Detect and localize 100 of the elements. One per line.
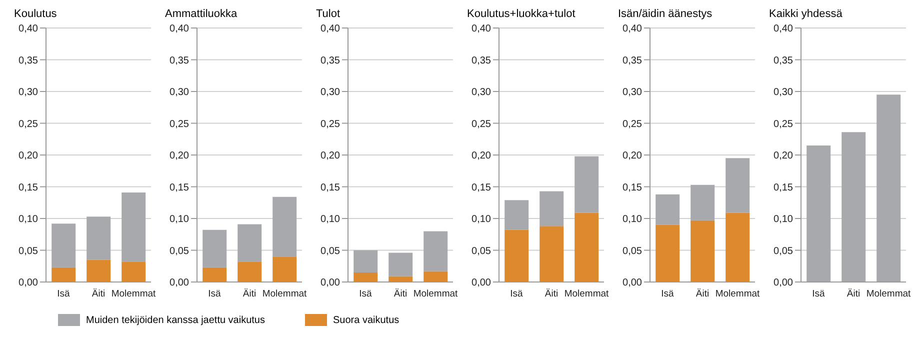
- x-tick-label: Molemmat: [715, 288, 760, 300]
- y-tick-label: 0,15: [170, 182, 190, 194]
- y-tick-label: 0,35: [774, 55, 794, 66]
- y-tick-label: 0,10: [320, 214, 340, 226]
- bar: [726, 212, 750, 282]
- bar: [574, 212, 599, 282]
- x-tick-label: Isä: [661, 288, 675, 300]
- x-tick-label: Äiti: [544, 288, 558, 300]
- chart-title: Ammattiluokka: [165, 8, 238, 22]
- x-tick-label: Isä: [57, 288, 71, 300]
- y-tick-label: 0,00: [622, 278, 642, 289]
- bar: [424, 231, 448, 272]
- y-tick-label: 0,00: [18, 278, 38, 289]
- y-tick-label: 0,10: [774, 214, 794, 226]
- x-tick-label: Äiti: [394, 288, 408, 300]
- y-tick-label: 0,30: [774, 87, 794, 98]
- y-tick-label: 0,25: [472, 118, 492, 130]
- y-tick-label: 0,25: [170, 118, 190, 130]
- y-tick-label: 0,15: [774, 182, 794, 194]
- y-tick-label: 0,35: [170, 55, 190, 66]
- bar: [656, 194, 680, 225]
- y-tick-label: 0,40: [18, 24, 38, 35]
- y-tick-label: 0,05: [18, 246, 38, 257]
- chart-title: Koulutus: [14, 8, 58, 22]
- x-tick-label: Molemmat: [111, 288, 156, 300]
- bar: [876, 94, 901, 282]
- bar: [504, 230, 529, 282]
- y-tick-label: 0,10: [18, 214, 38, 226]
- y-tick-label: 0,30: [622, 87, 642, 98]
- y-tick-label: 0,05: [320, 246, 340, 257]
- bar: [574, 156, 599, 213]
- y-tick-label: 0,40: [622, 24, 642, 35]
- y-tick-label: 0,20: [472, 150, 492, 162]
- y-tick-label: 0,30: [320, 87, 340, 98]
- y-tick-label: 0,40: [320, 24, 340, 35]
- y-tick-label: 0,40: [170, 24, 190, 35]
- x-tick-label: Molemmat: [866, 288, 912, 300]
- x-tick-label: Molemmat: [262, 288, 308, 300]
- bar: [238, 262, 262, 282]
- x-tick-label: Isä: [812, 288, 826, 300]
- y-tick-label: 0,25: [320, 118, 340, 130]
- x-tick-label: Isä: [359, 288, 373, 300]
- y-tick-label: 0,05: [774, 246, 794, 257]
- bar: [52, 267, 76, 282]
- bar: [86, 216, 111, 260]
- y-tick-label: 0,10: [170, 214, 190, 226]
- y-tick-label: 0,30: [18, 87, 38, 98]
- chart-title: Koulutus+luokka+tulot: [467, 8, 576, 22]
- y-tick-label: 0,20: [320, 150, 340, 162]
- y-tick-label: 0,40: [472, 24, 492, 35]
- y-tick-label: 0,35: [18, 55, 38, 66]
- x-tick-label: Äiti: [242, 288, 256, 300]
- bar: [272, 196, 297, 257]
- bar: [540, 191, 564, 226]
- y-tick-label: 0,10: [472, 214, 492, 226]
- bar: [122, 192, 146, 262]
- y-tick-label: 0,00: [472, 278, 492, 289]
- y-tick-label: 0,25: [774, 118, 794, 130]
- chart-title: Kaikki yhdessä: [769, 8, 844, 22]
- x-tick-label: Molemmat: [564, 288, 610, 300]
- y-tick-label: 0,35: [622, 55, 642, 66]
- y-tick-label: 0,20: [774, 150, 794, 162]
- y-tick-label: 0,20: [18, 150, 38, 162]
- bar: [86, 260, 111, 282]
- y-tick-label: 0,05: [170, 246, 190, 257]
- x-tick-label: Molemmat: [413, 288, 458, 300]
- y-tick-label: 0,15: [472, 182, 492, 194]
- bar: [690, 220, 715, 282]
- bar: [842, 132, 866, 282]
- x-tick-label: Isä: [510, 288, 524, 300]
- legend-label: Suora vaikutus: [333, 314, 400, 326]
- y-tick-label: 0,05: [622, 246, 642, 257]
- bar: [202, 230, 227, 268]
- bar: [540, 226, 564, 282]
- bar: [52, 224, 76, 268]
- chart-title: Tulot: [316, 8, 342, 22]
- y-tick-label: 0,00: [774, 278, 794, 289]
- y-tick-label: 0,10: [622, 214, 642, 226]
- y-tick-label: 0,25: [622, 118, 642, 130]
- y-tick-label: 0,00: [170, 278, 190, 289]
- y-tick-label: 0,40: [774, 24, 794, 35]
- bar: [726, 158, 750, 213]
- chart-title: Isän/äidin äänestys: [618, 8, 714, 22]
- bar: [806, 145, 831, 282]
- bar: [272, 256, 297, 282]
- bar: [504, 200, 529, 230]
- bar: [354, 272, 378, 282]
- bar: [238, 224, 262, 262]
- y-tick-label: 0,30: [170, 87, 190, 98]
- y-tick-label: 0,30: [472, 87, 492, 98]
- y-tick-label: 0,15: [18, 182, 38, 194]
- y-tick-label: 0,20: [170, 150, 190, 162]
- y-tick-label: 0,20: [622, 150, 642, 162]
- bar: [690, 184, 715, 220]
- y-tick-label: 0,00: [320, 278, 340, 289]
- bar: [354, 250, 378, 272]
- x-tick-label: Isä: [208, 288, 222, 300]
- bar: [202, 267, 227, 282]
- y-tick-label: 0,25: [18, 118, 38, 130]
- bar: [656, 224, 680, 282]
